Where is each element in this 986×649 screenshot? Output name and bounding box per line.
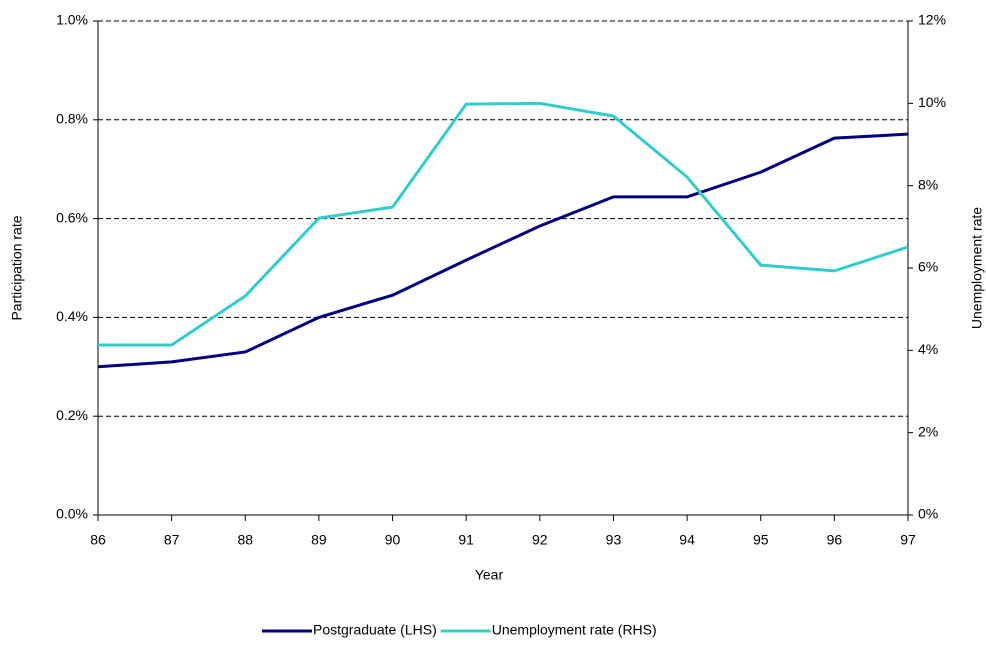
x-tick-label: 89 bbox=[311, 532, 327, 548]
series-line bbox=[97, 132, 909, 369]
y-tick-label: 0.8% bbox=[56, 111, 88, 127]
x-tick-label: 88 bbox=[237, 532, 253, 548]
x-tick-label: 91 bbox=[458, 532, 474, 548]
y-tick-label: 1.0% bbox=[56, 12, 88, 28]
x-tick-label: 92 bbox=[532, 532, 548, 548]
x-tick-label: 96 bbox=[827, 532, 843, 548]
x-tick-label: 90 bbox=[385, 532, 401, 548]
legend-label: Unemployment rate (RHS) bbox=[492, 622, 657, 638]
x-axis-label: Year bbox=[475, 567, 504, 583]
x-tick-label: 94 bbox=[679, 532, 695, 548]
y-tick-label: 0.2% bbox=[56, 407, 88, 423]
x-tick-label: 87 bbox=[164, 532, 180, 548]
y-tick-label: 0.4% bbox=[56, 308, 88, 324]
x-tick-label: 86 bbox=[90, 532, 106, 548]
x-tick-label: 97 bbox=[900, 532, 916, 548]
y2-axis-label: Unemployment rate bbox=[969, 207, 985, 329]
y2-tick-label: 6% bbox=[918, 259, 938, 275]
y2-tick-label: 0% bbox=[918, 506, 938, 522]
y-axis-label: Participation rate bbox=[9, 215, 25, 320]
series-line bbox=[98, 101, 909, 347]
y-tick-label: 0.6% bbox=[56, 209, 88, 225]
x-tick-label: 93 bbox=[606, 532, 622, 548]
legend-label: Postgraduate (LHS) bbox=[313, 622, 437, 638]
y2-tick-label: 10% bbox=[918, 94, 946, 110]
y2-tick-label: 8% bbox=[918, 176, 938, 192]
y2-tick-label: 4% bbox=[918, 341, 938, 357]
y2-tick-label: 12% bbox=[918, 12, 946, 28]
y2-tick-label: 2% bbox=[918, 423, 938, 439]
y-tick-label: 0.0% bbox=[56, 506, 88, 522]
x-tick-label: 95 bbox=[753, 532, 769, 548]
